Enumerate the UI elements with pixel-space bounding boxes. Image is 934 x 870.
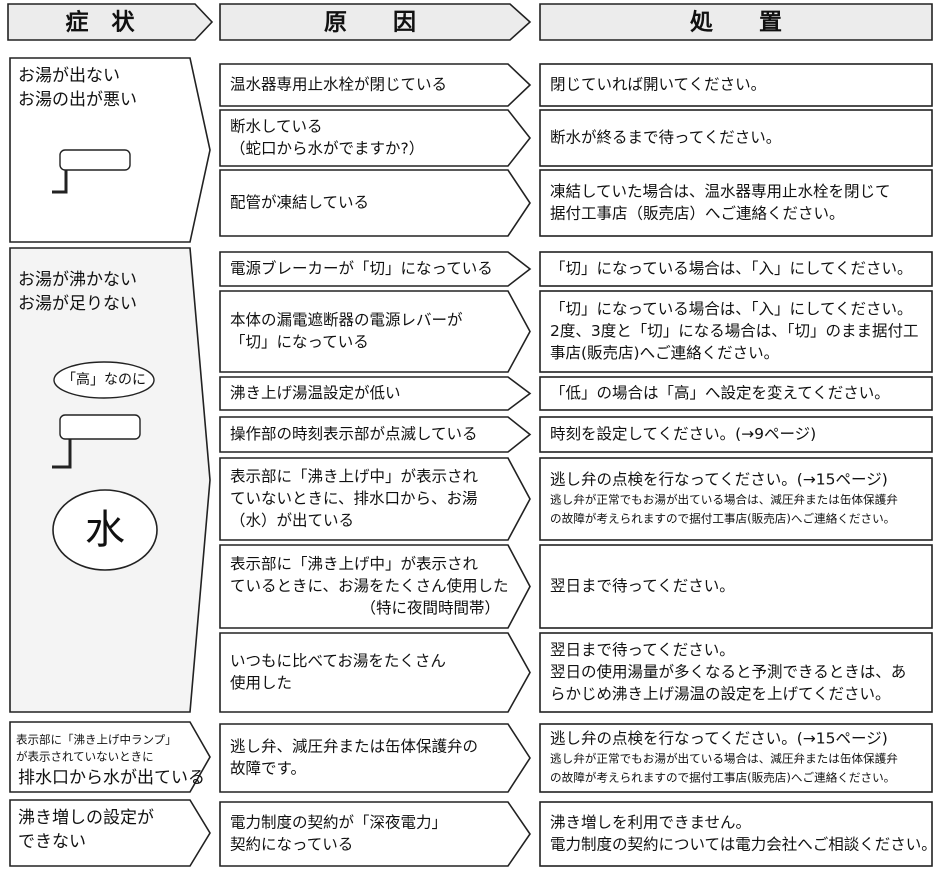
speech-bubble <box>53 361 155 399</box>
cause-box <box>219 457 531 541</box>
remedy-text: 逃し弁の点検を行なってください。(→15ページ) <box>550 471 888 489</box>
header-cause: 原 因 <box>324 10 416 36</box>
header-box <box>7 3 214 41</box>
cause-box <box>219 376 532 411</box>
symptom-text: お湯の出が悪い <box>18 90 137 110</box>
remedy-text: 沸き増しを利用できません。 <box>550 814 751 832</box>
cause-text: 表示部に「沸き上げ中」が表示され <box>230 555 479 573</box>
cause-text: 電力制度の契約が「深夜電力」 <box>230 814 447 832</box>
remedy-box <box>539 251 933 287</box>
faucet-spout <box>52 439 72 469</box>
remedy-box <box>539 457 933 541</box>
illustration-label: 「高」なのに <box>62 371 146 388</box>
cause-text: 使用した <box>230 674 292 692</box>
header-box <box>539 3 933 41</box>
remedy-text: 翌日まで待ってください。 <box>550 641 735 659</box>
cause-box <box>219 290 531 373</box>
cause-text: （特に夜間時間帯） <box>360 599 500 617</box>
remedy-note: の故障が考えられますので据付工事店(販売店)へご連絡ください。 <box>550 512 895 526</box>
remedy-text: 据付工事店（販売店）へご連絡ください。 <box>550 205 845 223</box>
remedy-text: 閉じていれば開いてください。 <box>550 76 766 94</box>
remedy-text: 時刻を設定してください。(→9ページ) <box>550 425 816 443</box>
symptom-text: 沸き増しの設定が <box>18 808 154 828</box>
remedy-note: の故障が考えられますので据付工事店(販売店)へご連絡ください。 <box>550 771 895 785</box>
faucet <box>59 414 141 440</box>
remedy-text: 2度、3度と「切」になる場合は、「切」のまま据付工 <box>550 322 918 340</box>
symptom-text: お湯が足りない <box>18 294 137 314</box>
cause-text: 沸き上げ湯温設定が低い <box>230 384 401 402</box>
cause-box <box>219 63 532 107</box>
symptom-box <box>9 799 211 867</box>
cause-text: 本体の漏電遮断器の電源レバーが <box>230 311 463 329</box>
cause-text: 表示部に「沸き上げ中」が表示され <box>230 468 479 486</box>
remedy-box <box>539 376 933 411</box>
cause-text: 「切」になっている <box>230 333 369 351</box>
remedy-text: 電力制度の契約については電力会社へご相談ください。 <box>550 836 934 854</box>
remedy-note: 逃し弁が正常でもお湯が出ている場合は、減圧弁または缶体保護弁 <box>550 752 898 766</box>
remedy-box <box>539 109 933 167</box>
cause-text: ていないときに、排水口から、お湯 <box>230 490 478 508</box>
remedy-text: 「切」になっている場合は、「入」にしてください。 <box>550 260 913 278</box>
remedy-text: 事店(販売店)へご連絡ください。 <box>550 344 779 362</box>
cause-text: 温水器専用止水栓が閉じている <box>230 76 447 94</box>
remedy-box <box>539 416 933 453</box>
remedy-text: 翌日の使用湯量が多くなると予測できるときは、あ <box>550 663 906 681</box>
cause-text: （水）が出ている <box>230 512 354 530</box>
remedy-box <box>539 801 933 867</box>
speech-bubble <box>52 489 158 571</box>
cause-text: 逃し弁、減圧弁または缶体保護弁の <box>230 738 478 756</box>
remedy-text: 逃し弁の点検を行なってください。(→15ページ) <box>550 730 888 748</box>
faucet-spout <box>52 170 68 194</box>
cause-text: ているときに、お湯をたくさん使用した <box>230 577 509 595</box>
remedy-text: 「低」の場合は「高」へ設定を変えてください。 <box>550 384 890 402</box>
symptom-box <box>9 721 211 793</box>
remedy-box <box>539 723 933 793</box>
cause-box <box>219 251 532 287</box>
cause-text: 断水している <box>230 118 323 136</box>
illustration-label: 水 <box>85 507 125 553</box>
symptom-text: お湯が出ない <box>18 66 120 86</box>
cause-text: 故障です。 <box>230 760 306 778</box>
cause-text: （蛇口から水がでますか?） <box>230 140 424 158</box>
remedy-text: 「切」になっている場合は、「入」にしてください。 <box>550 300 913 318</box>
remedy-note: 逃し弁が正常でもお湯が出ている場合は、減圧弁または缶体保護弁 <box>550 493 898 507</box>
symptom-note: 表示部に「沸き上げ中ランプ」 <box>16 733 177 747</box>
cause-text: 操作部の時刻表示部が点滅している <box>230 425 478 443</box>
cause-box <box>219 544 531 629</box>
remedy-box <box>539 290 933 373</box>
symptom-box <box>9 247 211 713</box>
cause-text: いつもに比べてお湯をたくさん <box>230 652 446 670</box>
cause-box <box>219 801 531 867</box>
cause-box <box>219 632 531 713</box>
cause-text: 配管が凍結している <box>230 194 369 212</box>
symptom-note: が表示されていないときに <box>16 750 154 764</box>
cause-box <box>219 723 531 793</box>
cause-box <box>219 416 532 453</box>
cause-text: 電源ブレーカーが「切」になっている <box>230 259 493 278</box>
cause-box <box>219 169 531 237</box>
header-remedy: 処 置 <box>690 9 782 36</box>
remedy-text: 翌日まで待ってください。 <box>550 577 735 595</box>
symptom-text: お湯が沸かない <box>18 270 137 290</box>
header-symptom: 症 状 <box>66 9 136 36</box>
remedy-box <box>539 169 933 237</box>
remedy-box <box>539 544 933 629</box>
remedy-box <box>539 632 933 713</box>
faucet <box>59 149 131 171</box>
remedy-text: 凍結していた場合は、温水器専用止水栓を閉じて <box>550 183 891 201</box>
cause-box <box>219 109 532 167</box>
remedy-text: らかじめ沸き上げ湯温の設定を上げてください。 <box>550 685 891 703</box>
symptom-text: できない <box>18 832 86 852</box>
header-box <box>219 3 532 41</box>
cause-text: 契約になっている <box>230 836 353 854</box>
remedy-text: 断水が終るまで待ってください。 <box>550 129 781 147</box>
remedy-box <box>539 63 933 107</box>
symptom-text: 排水口から水が出ている <box>18 768 205 788</box>
